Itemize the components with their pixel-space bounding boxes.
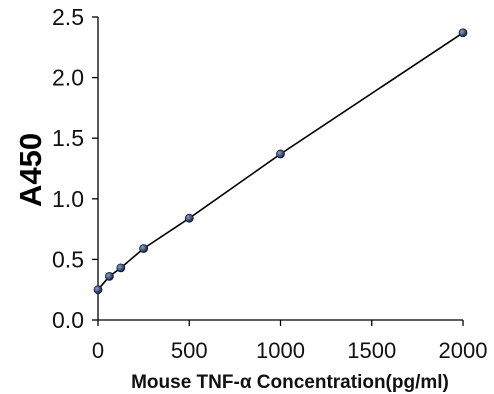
data-series — [93, 28, 468, 295]
x-tick-label: 1000 — [256, 338, 305, 363]
y-axis-ticks: 0.0 0.5 1.0 1.5 2.0 2.5 — [52, 4, 98, 333]
y-tick-label: 1.0 — [52, 186, 84, 212]
data-point — [93, 285, 103, 295]
y-axis-title: A450 — [13, 133, 48, 207]
x-tick-label: 1500 — [347, 338, 396, 363]
data-point — [116, 263, 126, 273]
series-line — [97, 32, 464, 291]
x-tick-label: 2000 — [439, 338, 488, 363]
y-tick-label: 0.0 — [52, 307, 84, 333]
y-tick-label: 2.0 — [52, 65, 84, 91]
data-point — [105, 271, 114, 281]
y-tick-label: 0.5 — [52, 246, 84, 272]
data-point — [184, 213, 194, 223]
x-tick-label: 500 — [171, 338, 208, 363]
axes — [97, 17, 463, 321]
x-axis-ticks: 0 500 1000 1500 2000 — [92, 320, 488, 363]
y-tick-label: 2.5 — [52, 4, 84, 30]
x-axis-title: Mouse TNF-α Concentration(pg/ml) — [131, 372, 449, 393]
x-tick-label: 0 — [92, 338, 104, 363]
data-point — [458, 28, 468, 38]
data-point — [276, 149, 285, 159]
data-point — [139, 244, 149, 253]
y-tick-label: 1.5 — [52, 125, 84, 151]
